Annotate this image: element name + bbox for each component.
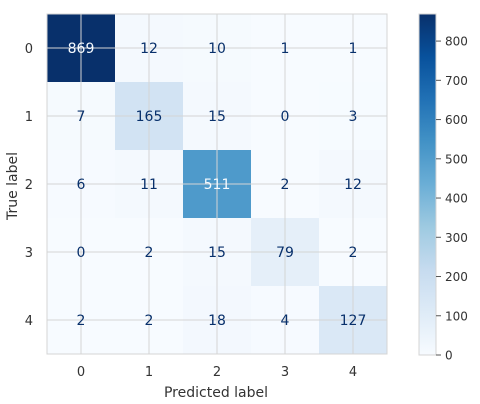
colorbar-tick-label: 200 bbox=[445, 270, 468, 284]
heatmap-gridlines bbox=[47, 14, 387, 354]
cell-value-label: 11 bbox=[140, 177, 158, 193]
cell-value-label: 3 bbox=[349, 109, 358, 125]
cell-value-label: 4 bbox=[281, 313, 290, 329]
x-axis-ticks: 0 1 2 3 4 bbox=[77, 365, 357, 380]
x-axis-label: Predicted label bbox=[164, 385, 268, 401]
cell-value-label: 15 bbox=[208, 109, 226, 125]
cell-value-label: 10 bbox=[208, 41, 226, 57]
plot-frame bbox=[46, 13, 388, 355]
colorbar-ticks: 0 100 200 300 400 500 600 700 800 bbox=[436, 35, 468, 363]
cell-value-label: 12 bbox=[140, 41, 158, 57]
x-tick-label: 1 bbox=[145, 365, 153, 380]
x-tick-label: 2 bbox=[213, 365, 221, 380]
cell-value-labels: 869 12 10 1 17 165 15 0 36 11 511 2 120 2 15 79 22 2 18 4 12… bbox=[68, 41, 367, 329]
colorbar-tick-label: 400 bbox=[445, 192, 468, 206]
cell-value-label: 127 bbox=[340, 313, 367, 329]
y-tick-label: 3 bbox=[25, 246, 33, 261]
y-tick-label: 4 bbox=[25, 314, 33, 329]
cell-value-label: 15 bbox=[208, 245, 226, 261]
colorbar-tick-label: 700 bbox=[445, 74, 468, 88]
colorbar: 0 100 200 300 400 500 600 700 800 bbox=[418, 13, 468, 363]
colorbar-tick-label: 600 bbox=[445, 113, 468, 127]
cell-value-label: 165 bbox=[136, 109, 163, 125]
y-axis-ticks: 0 1 2 3 4 bbox=[25, 42, 33, 329]
colorbar-tick-label: 100 bbox=[445, 309, 468, 323]
cell-value-label: 79 bbox=[276, 245, 294, 261]
cell-value-label: 6 bbox=[77, 177, 86, 193]
colorbar-gradient bbox=[418, 13, 437, 356]
y-tick-label: 0 bbox=[25, 42, 33, 57]
cell-value-label: 2 bbox=[145, 245, 154, 261]
cell-value-label: 1 bbox=[349, 41, 358, 57]
x-tick-label: 4 bbox=[349, 365, 357, 380]
cell-value-label: 0 bbox=[281, 109, 290, 125]
x-tick-label: 0 bbox=[77, 365, 85, 380]
colorbar-tick-label: 0 bbox=[445, 349, 453, 363]
cell-value-label: 2 bbox=[145, 313, 154, 329]
cell-value-label: 7 bbox=[77, 109, 86, 125]
cell-value-label: 0 bbox=[77, 245, 86, 261]
cell-value-label: 2 bbox=[77, 313, 86, 329]
cell-value-label: 12 bbox=[344, 177, 362, 193]
x-tick-label: 3 bbox=[281, 365, 289, 380]
cell-value-label: 511 bbox=[204, 177, 231, 193]
cell-value-label: 18 bbox=[208, 313, 226, 329]
cell-value-label: 2 bbox=[281, 177, 290, 193]
cell-value-label: 2 bbox=[349, 245, 358, 261]
y-tick-label: 2 bbox=[25, 178, 33, 193]
y-axis-label: True label bbox=[5, 152, 21, 221]
cell-value-label: 869 bbox=[68, 41, 95, 57]
colorbar-tick-label: 500 bbox=[445, 152, 468, 166]
colorbar-tick-label: 800 bbox=[445, 35, 468, 49]
y-tick-label: 1 bbox=[25, 110, 33, 125]
cell-value-label: 1 bbox=[281, 41, 290, 57]
colorbar-tick-label: 300 bbox=[445, 231, 468, 245]
